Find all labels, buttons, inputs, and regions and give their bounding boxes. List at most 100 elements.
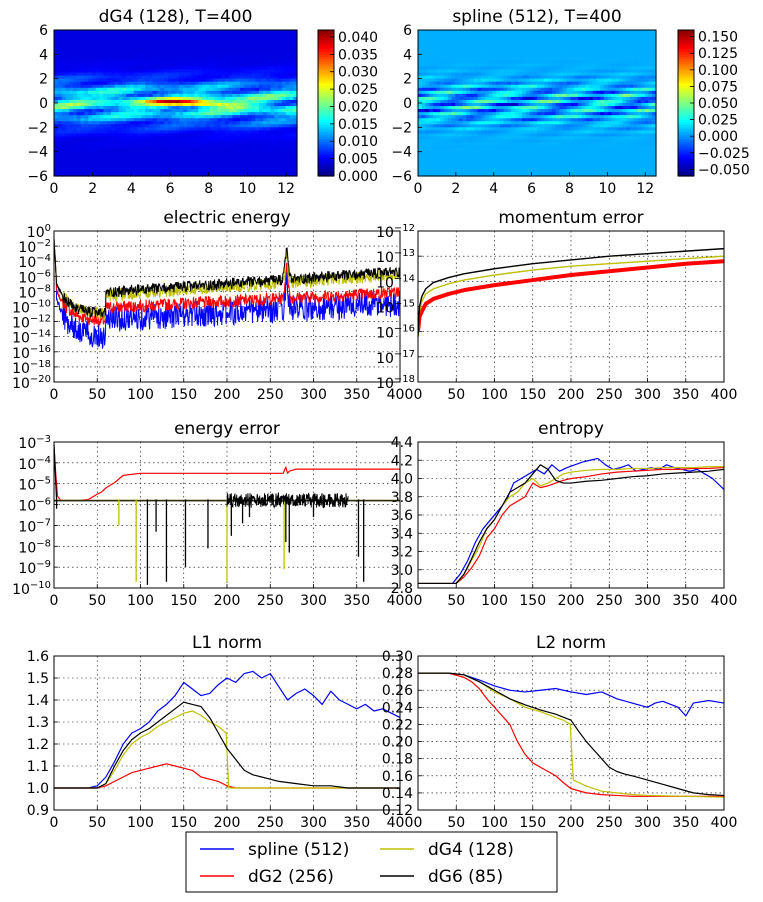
heatmap-cell bbox=[190, 75, 196, 80]
heatmap-cell bbox=[429, 78, 434, 83]
heatmap-cell bbox=[447, 90, 453, 95]
heatmap-cell bbox=[61, 154, 66, 159]
heatmap-cell bbox=[637, 33, 642, 37]
heatmap-cell bbox=[622, 54, 627, 58]
heatmap-cell bbox=[110, 127, 116, 131]
heatmap-cell bbox=[228, 115, 234, 119]
heatmap-cell bbox=[274, 148, 279, 153]
heatmap-cell bbox=[156, 172, 161, 177]
heatmap-cell bbox=[240, 103, 245, 107]
heatmap-cell bbox=[644, 99, 650, 104]
heatmap-cell bbox=[171, 36, 177, 40]
heatmap-cell bbox=[293, 75, 298, 80]
heatmap-cell bbox=[137, 148, 142, 153]
heatmap-cell bbox=[179, 109, 184, 113]
heatmap-cell bbox=[221, 96, 226, 101]
heatmap-cell bbox=[458, 99, 464, 104]
heatmap-cell bbox=[633, 30, 639, 34]
heatmap-cell bbox=[198, 115, 203, 119]
heatmap-cell bbox=[510, 99, 516, 104]
heatmap-cell bbox=[281, 124, 287, 128]
heatmap-cell bbox=[114, 112, 120, 116]
heatmap-cell bbox=[477, 103, 482, 107]
heatmap-cell bbox=[61, 124, 66, 128]
heatmap-cell bbox=[118, 72, 123, 77]
heatmap-cell bbox=[496, 54, 501, 58]
heatmap-cell bbox=[141, 169, 146, 174]
heatmap-cell bbox=[183, 30, 188, 34]
heatmap-cell bbox=[522, 87, 527, 92]
heatmap-cell bbox=[179, 118, 184, 122]
heatmap-cell bbox=[213, 36, 218, 40]
heatmap-cell bbox=[221, 127, 226, 131]
colorbar-segment bbox=[318, 83, 334, 87]
heatmap-cell bbox=[110, 63, 116, 68]
heatmap-cell bbox=[466, 42, 471, 46]
heatmap-cell bbox=[607, 96, 612, 101]
x-tick-label: 10 bbox=[238, 181, 256, 197]
heatmap-cell bbox=[186, 72, 192, 77]
colorbar-tick-label: 0.040 bbox=[338, 30, 378, 46]
heatmap-cell bbox=[198, 106, 203, 110]
colorbar-segment bbox=[318, 144, 334, 148]
heatmap-cell bbox=[141, 106, 146, 110]
heatmap-cell bbox=[525, 109, 531, 113]
heatmap-cell bbox=[611, 78, 616, 83]
heatmap-cell bbox=[213, 112, 218, 116]
heatmap-cell bbox=[266, 75, 272, 80]
heatmap-cell bbox=[202, 96, 207, 101]
heatmap-cell bbox=[190, 163, 196, 168]
heatmap-cell bbox=[251, 154, 256, 159]
heatmap-cell bbox=[141, 81, 146, 86]
heatmap-cell bbox=[484, 36, 490, 40]
heatmap-cell bbox=[65, 78, 70, 83]
heatmap-cell bbox=[622, 33, 627, 37]
heatmap-cell bbox=[72, 93, 78, 98]
heatmap-cell bbox=[156, 148, 161, 153]
heatmap-cell bbox=[65, 145, 70, 150]
heatmap-cell bbox=[615, 54, 620, 58]
heatmap-cell bbox=[232, 157, 237, 162]
heatmap-cell bbox=[213, 57, 218, 62]
heatmap-cell bbox=[421, 115, 427, 119]
heatmap-cell bbox=[514, 78, 520, 83]
heatmap-cell bbox=[95, 60, 101, 65]
heatmap-cell bbox=[529, 109, 534, 113]
heatmap-cell bbox=[289, 142, 294, 147]
heatmap-cell bbox=[522, 54, 527, 58]
heatmap-cell bbox=[186, 30, 192, 34]
heatmap-cell bbox=[440, 75, 445, 80]
heatmap-cell bbox=[537, 33, 542, 37]
heatmap-cell bbox=[563, 96, 568, 101]
heatmap-cell bbox=[118, 145, 123, 150]
heatmap-cell bbox=[529, 90, 534, 95]
heatmap-cell bbox=[236, 139, 241, 144]
heatmap-cell bbox=[202, 39, 207, 43]
heatmap-cell bbox=[499, 115, 505, 119]
heatmap-cell bbox=[183, 133, 188, 138]
heatmap-cell bbox=[99, 39, 104, 43]
heatmap-cell bbox=[570, 93, 575, 98]
heatmap-cell bbox=[198, 57, 203, 62]
heatmap-cell bbox=[122, 81, 127, 86]
heatmap-cell bbox=[103, 115, 108, 119]
heatmap-cell bbox=[278, 72, 283, 77]
heatmap-cell bbox=[179, 124, 184, 128]
heatmap-cell bbox=[88, 54, 93, 58]
heatmap-cell bbox=[198, 103, 203, 107]
heatmap-cell bbox=[126, 148, 131, 153]
heatmap-cell bbox=[293, 90, 298, 95]
heatmap-cell bbox=[429, 30, 434, 34]
heatmap-cell bbox=[514, 54, 520, 58]
heatmap-cell bbox=[477, 33, 482, 37]
heatmap-cell bbox=[84, 130, 89, 135]
heatmap-cell bbox=[281, 96, 287, 101]
heatmap-cell bbox=[84, 106, 89, 110]
heatmap-cell bbox=[179, 63, 184, 68]
heatmap-cell bbox=[145, 93, 150, 98]
heatmap-cell bbox=[570, 57, 575, 62]
colorbar-tick-label: 0.020 bbox=[338, 99, 378, 115]
heatmap-cell bbox=[492, 60, 497, 65]
heatmap-cell bbox=[633, 78, 639, 83]
heatmap-cell bbox=[122, 51, 127, 55]
